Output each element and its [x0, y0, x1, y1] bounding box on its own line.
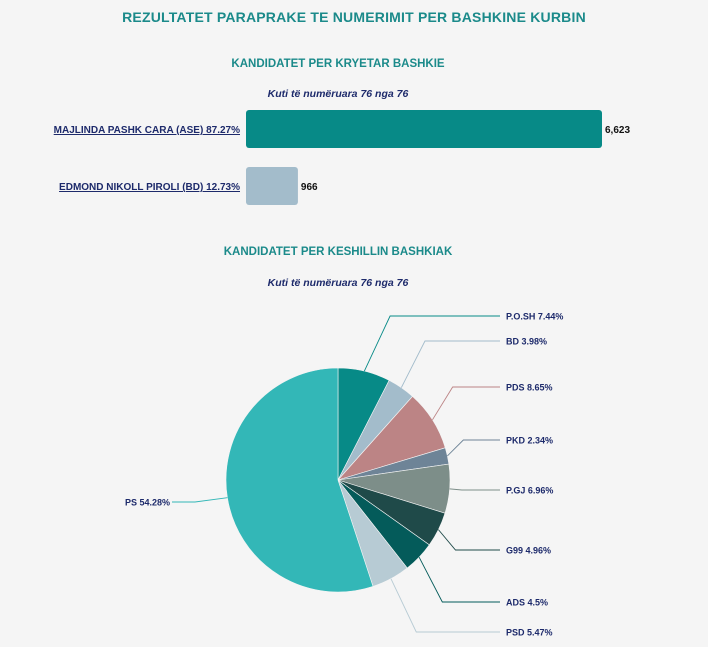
bar-value-label: 966 — [301, 182, 318, 193]
pie-slice-label: P.GJ 6.96% — [506, 486, 553, 496]
pie-leader-line — [449, 488, 500, 491]
pie-leader-line — [447, 439, 500, 457]
bar-2[interactable] — [246, 167, 298, 205]
council-chart-subtitle: Kuti të numëruara 76 nga 76 — [267, 277, 409, 289]
pie-slice-label: PDS 8.65% — [506, 383, 553, 393]
pie-slice-label: PKD 2.34% — [506, 436, 553, 446]
bar-1[interactable] — [246, 110, 602, 148]
page-title: REZULTATET PARAPRAKE TE NUMERIMIT PER BA… — [122, 9, 586, 25]
pie-slice-label: PS 54.28% — [125, 498, 170, 508]
mayor-chart-title: KANDIDATET PER KRYETAR BASHKIE — [231, 58, 445, 70]
pie-leader-line — [400, 340, 500, 388]
bar-category-label[interactable]: EDMOND NIKOLL PIROLI (BD) 12.73% — [59, 182, 240, 193]
mayor-chart-subtitle: Kuti të numëruara 76 nga 76 — [267, 88, 409, 100]
pie-slice-label: G99 4.96% — [506, 546, 551, 556]
pie-slice-label: BD 3.98% — [506, 337, 547, 347]
pie-slice[interactable] — [225, 367, 374, 593]
pie-leader-line — [172, 497, 228, 503]
pie-leader-line — [363, 315, 500, 372]
pie-leader-line — [432, 386, 500, 421]
mayor-bar-chart: MAJLINDA PASHK CARA (ASE) 87.27% 6,623 EDM… — [54, 110, 630, 205]
council-chart-title: KANDIDATET PER KESHILLIN BASHKIAK — [223, 246, 453, 258]
bar-category-label[interactable]: MAJLINDA PASHK CARA (ASE) 87.27% — [54, 125, 240, 136]
pie-leader-line — [390, 578, 500, 633]
pie-slice-label: ADS 4.5% — [506, 598, 548, 608]
bar-value-label: 6,623 — [605, 125, 630, 136]
pie-slice-label: P.O.SH 7.44% — [506, 312, 563, 322]
pie-slice-label: PSD 5.47% — [506, 628, 553, 638]
pie-leader-line — [418, 557, 500, 603]
pie-leader-line — [438, 529, 500, 551]
